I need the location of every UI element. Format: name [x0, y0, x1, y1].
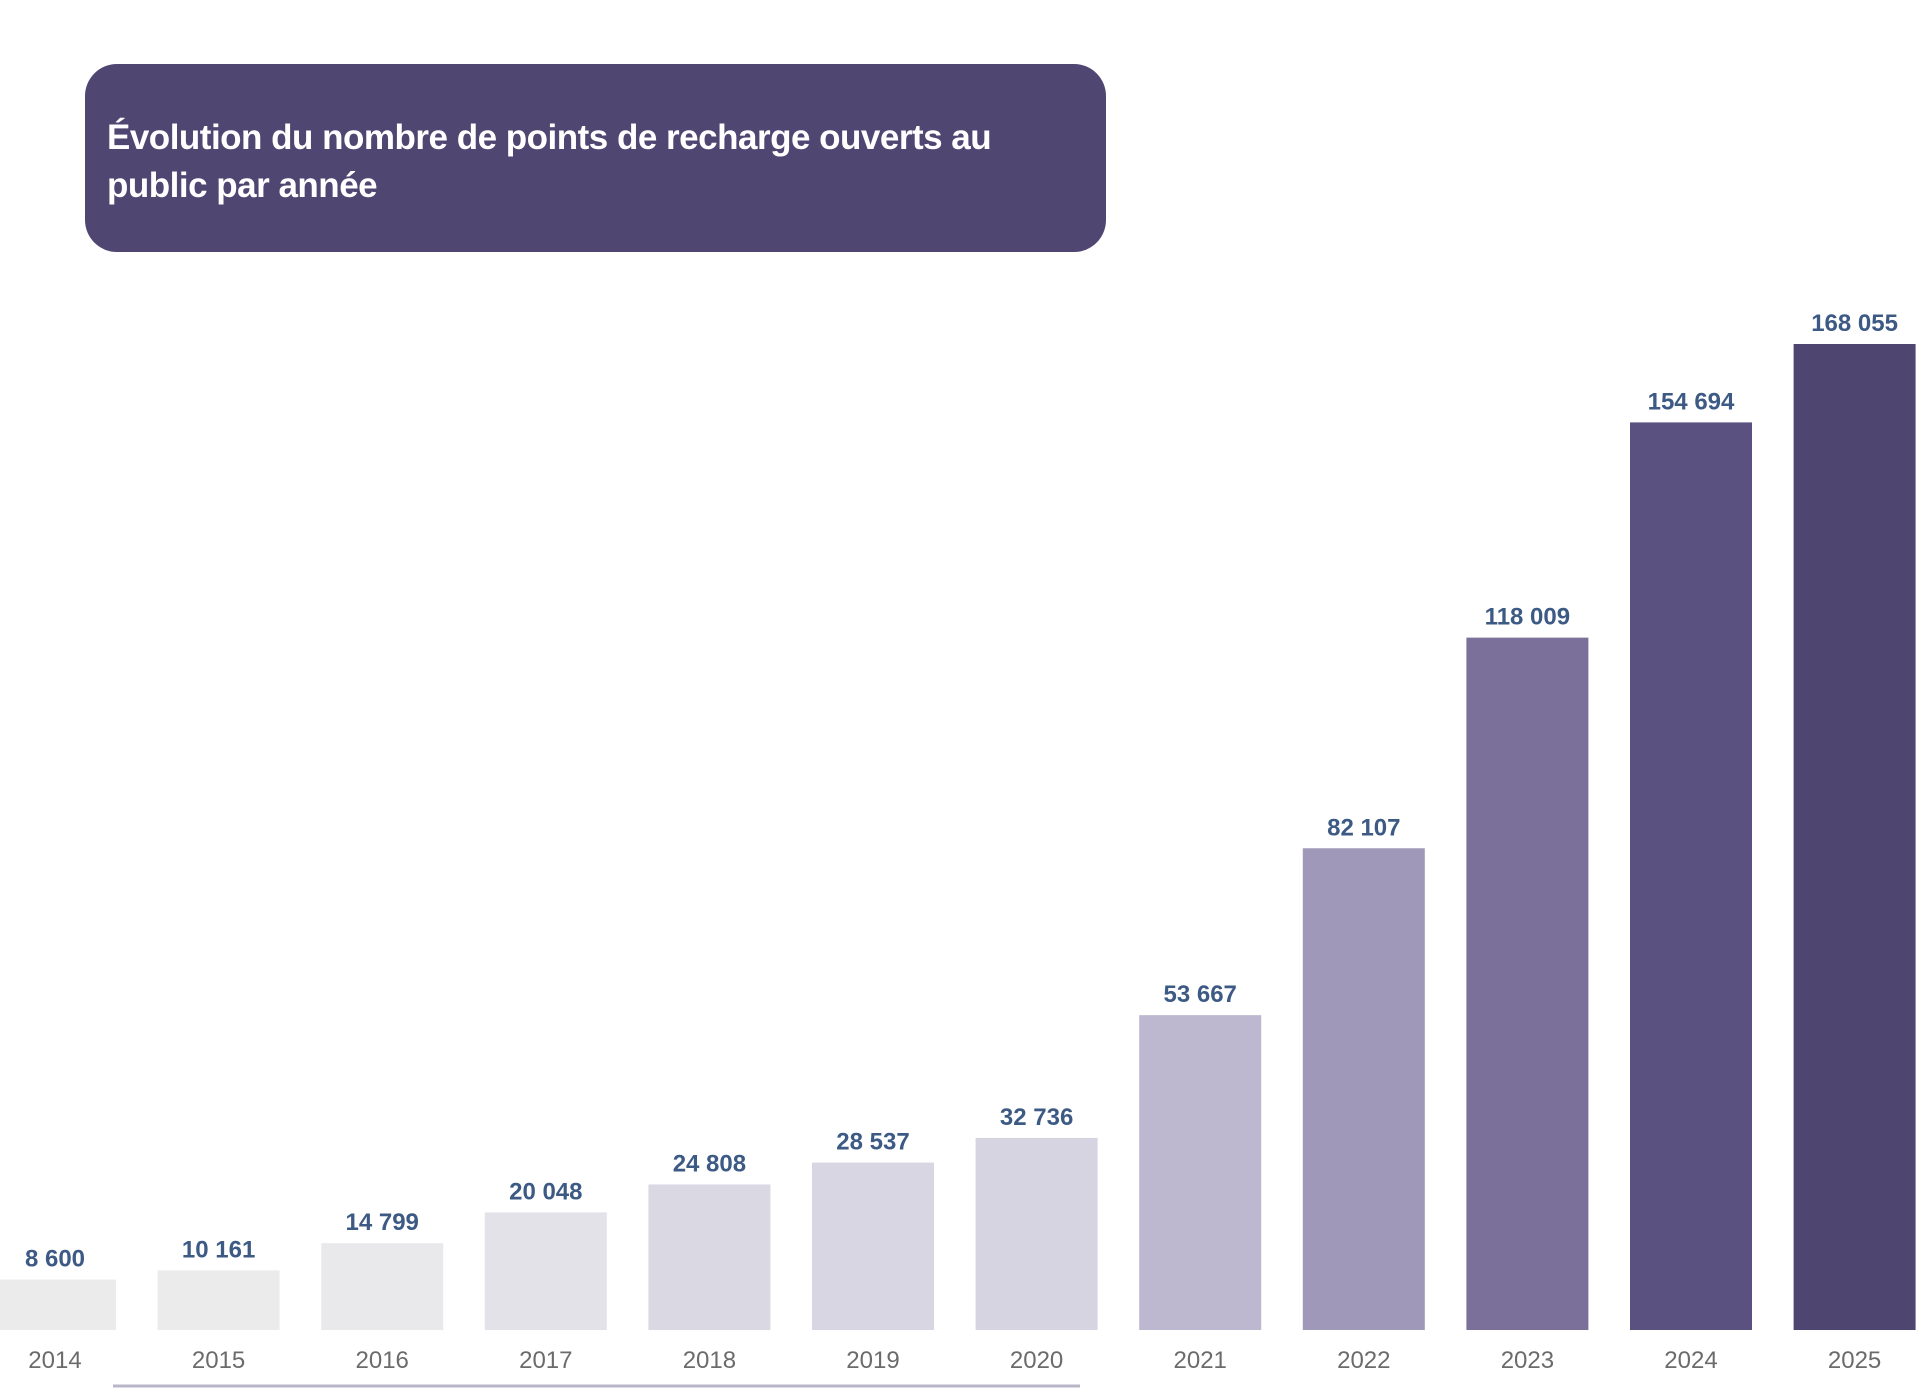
- x-tick-2024: 2024: [1664, 1347, 1717, 1374]
- chart-title-box: Évolution du nombre de points de recharg…: [85, 64, 1106, 252]
- value-label-2020: 32 736: [1000, 1104, 1073, 1131]
- value-label-2023: 118 009: [1485, 604, 1570, 631]
- value-label-2014: 8 600: [25, 1246, 85, 1273]
- x-tick-2021: 2021: [1174, 1347, 1227, 1374]
- bar-2015: [157, 1270, 280, 1330]
- bar-2019: [812, 1162, 934, 1330]
- x-tick-2020: 2020: [1010, 1347, 1063, 1374]
- bar-2020: [975, 1137, 1098, 1330]
- value-label-2022: 82 107: [1327, 814, 1400, 841]
- bar-2021: [1139, 1015, 1262, 1330]
- x-tick-2016: 2016: [356, 1347, 409, 1374]
- x-tick-2025: 2025: [1828, 1347, 1881, 1374]
- value-label-2018: 24 808: [673, 1150, 746, 1177]
- bar-2017: [484, 1212, 607, 1330]
- bar-2014: [0, 1279, 116, 1330]
- value-label-2024: 154 694: [1648, 388, 1735, 415]
- x-tick-2023: 2023: [1501, 1347, 1554, 1374]
- bar-2025: [1793, 344, 1916, 1330]
- x-tick-2022: 2022: [1337, 1347, 1390, 1374]
- value-label-2017: 20 048: [509, 1178, 582, 1205]
- bar-2016: [321, 1243, 444, 1330]
- bar-2022: [1302, 848, 1425, 1330]
- value-label-2025: 168 055: [1811, 310, 1898, 337]
- x-tick-2017: 2017: [519, 1347, 572, 1374]
- value-label-2016: 14 799: [345, 1209, 418, 1236]
- x-tick-2019: 2019: [846, 1347, 899, 1374]
- chart-title: Évolution du nombre de points de recharg…: [107, 118, 992, 205]
- bar-2024: [1630, 422, 1752, 1330]
- x-tick-2014: 2014: [28, 1347, 81, 1374]
- value-label-2021: 53 667: [1163, 981, 1236, 1008]
- x-tick-2015: 2015: [192, 1347, 245, 1374]
- value-label-2015: 10 161: [182, 1236, 255, 1263]
- bar-2023: [1466, 637, 1589, 1330]
- bar-2018: [648, 1184, 771, 1330]
- x-tick-2018: 2018: [683, 1347, 736, 1374]
- value-label-2019: 28 537: [836, 1129, 909, 1156]
